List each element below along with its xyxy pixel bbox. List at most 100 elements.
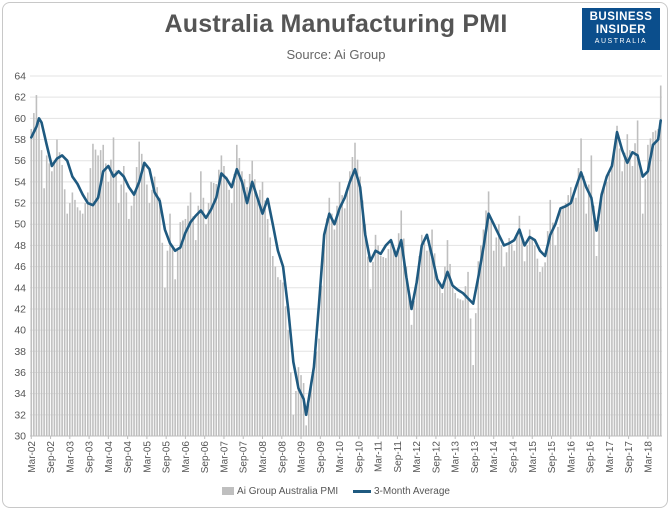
pmi-bar xyxy=(503,266,505,436)
pmi-bar xyxy=(328,197,331,436)
business-insider-logo: BUSINESS INSIDER AUSTRALIA xyxy=(582,8,660,50)
pmi-bar xyxy=(45,155,48,437)
pmi-bar xyxy=(582,176,585,436)
pmi-bar xyxy=(659,85,662,436)
x-tick-label: Mar-17 xyxy=(605,441,616,473)
x-tick-label: Sep-16 xyxy=(586,441,597,474)
pmi-bar xyxy=(403,238,405,436)
pmi-bar xyxy=(164,287,166,436)
x-tick-label: Mar-08 xyxy=(258,441,269,473)
grid-lines xyxy=(30,75,662,437)
pmi-bar xyxy=(531,237,534,436)
pmi-bar xyxy=(636,120,639,437)
pmi-bar xyxy=(220,155,223,437)
pmi-bar xyxy=(130,205,133,436)
pmi-bar xyxy=(233,173,236,437)
pmi-bar xyxy=(243,179,246,436)
pmi-bar xyxy=(349,171,351,436)
pmi-bar xyxy=(133,192,135,436)
pmi-bar xyxy=(225,176,228,436)
pmi-bar xyxy=(613,145,616,436)
pmi-bar xyxy=(587,184,590,436)
pmi-bar xyxy=(282,282,284,436)
pmi-bar xyxy=(462,300,464,436)
pmi-bar xyxy=(153,176,156,436)
pmi-bar xyxy=(117,203,120,436)
logo-line-2: INSIDER xyxy=(595,24,647,36)
pmi-bar xyxy=(125,192,128,436)
pmi-bar xyxy=(35,95,38,436)
pmi-bar xyxy=(179,222,182,436)
pmi-bar xyxy=(202,197,205,436)
pmi-bar xyxy=(246,187,248,436)
pmi-bar xyxy=(605,181,608,436)
pmi-bar xyxy=(218,169,220,437)
pmi-bar xyxy=(408,295,410,436)
x-tick-label: Sep-05 xyxy=(162,441,173,474)
x-tick-label: Sep-10 xyxy=(354,441,365,474)
legend-item-average: 3-Month Average xyxy=(352,486,450,497)
pmi-bar xyxy=(236,144,238,436)
x-tick-label: Mar-16 xyxy=(566,441,577,473)
y-tick-label: 42 xyxy=(14,303,26,315)
pmi-bar xyxy=(140,153,143,436)
x-tick-label: Sep-11 xyxy=(393,441,404,473)
y-tick-label: 58 xyxy=(14,134,26,146)
pmi-bar xyxy=(413,301,415,436)
pmi-bar xyxy=(228,189,230,436)
pmi-bar xyxy=(122,166,125,436)
pmi-bar xyxy=(539,271,541,436)
pmi-bar xyxy=(84,203,87,436)
pmi-bar xyxy=(559,208,562,436)
pmi-bar xyxy=(418,256,421,436)
y-tick-label: 38 xyxy=(14,346,26,358)
pmi-bar xyxy=(230,203,233,436)
pmi-bar xyxy=(346,189,349,436)
pmi-bar xyxy=(128,218,130,436)
pmi-bar xyxy=(300,375,302,436)
pmi-bar xyxy=(351,157,354,436)
pmi-bar xyxy=(400,210,403,436)
average-line xyxy=(29,117,663,417)
pmi-bar xyxy=(189,192,192,436)
x-tick-label: Sep-02 xyxy=(46,441,57,474)
pmi-bar xyxy=(361,200,364,436)
pmi-bar xyxy=(652,132,654,436)
pmi-bar xyxy=(436,277,438,436)
pmi-bar xyxy=(564,203,567,436)
x-tick-label: Sep-12 xyxy=(431,441,442,474)
pmi-bar xyxy=(585,213,588,436)
pmi-bar xyxy=(570,187,572,436)
pmi-bar xyxy=(184,218,187,436)
pmi-bar xyxy=(367,256,369,436)
pmi-bar xyxy=(182,220,184,436)
pmi-bar xyxy=(505,252,508,436)
pmi-bar xyxy=(81,213,84,436)
legend-item-pmi: Ai Group Australia PMI xyxy=(222,486,338,497)
legend: Ai Group Australia PMI 3-Month Average xyxy=(0,486,672,497)
pmi-bar xyxy=(112,137,115,437)
pmi-bar xyxy=(477,261,480,436)
pmi-bar xyxy=(148,203,151,436)
pmi-bar xyxy=(338,181,341,436)
x-tick-label: Mar-09 xyxy=(297,441,308,473)
x-tick-label: Mar-15 xyxy=(528,441,539,473)
pmi-bar xyxy=(143,166,146,436)
pmi-bar xyxy=(120,184,122,436)
pmi-bar xyxy=(495,237,498,436)
x-tick-label: Mar-11 xyxy=(374,441,385,472)
pmi-bar xyxy=(320,285,323,436)
pmi-bar xyxy=(210,181,212,436)
pmi-bar xyxy=(598,224,600,436)
pmi-bar xyxy=(266,218,269,436)
pmi-bar xyxy=(549,199,552,436)
x-tick-label: Mar-02 xyxy=(27,441,38,473)
pmi-bar xyxy=(192,216,194,436)
pmi-bar xyxy=(279,279,282,436)
pmi-bar xyxy=(534,245,536,436)
pmi-bar xyxy=(261,181,264,436)
pmi-bar xyxy=(467,271,469,436)
pmi-bar xyxy=(259,189,261,436)
pmi-bar xyxy=(318,338,320,436)
pmi-bar xyxy=(590,155,593,437)
